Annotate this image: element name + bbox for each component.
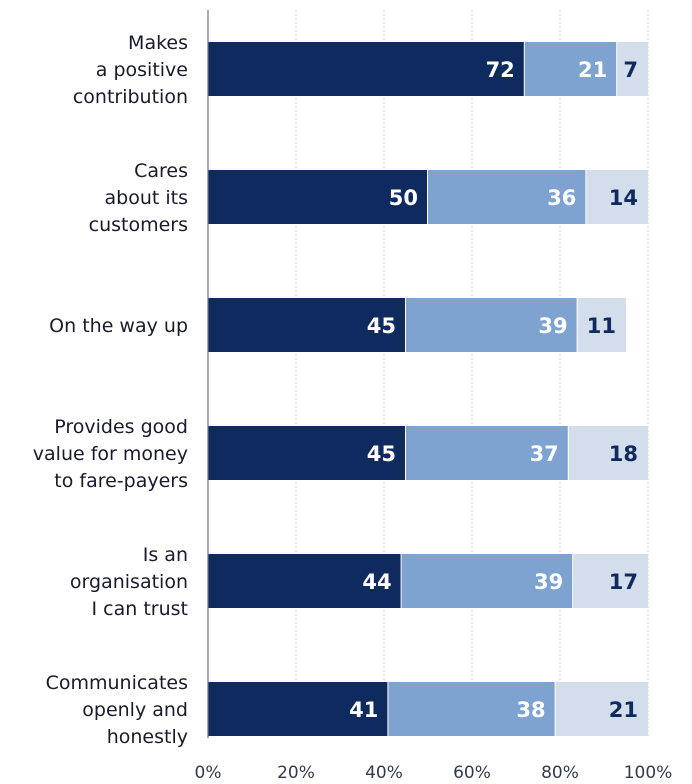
bar-value-label: 7 (623, 58, 638, 82)
x-tick-label: 40% (365, 763, 403, 783)
bar-segment (524, 42, 617, 96)
category-label-line: honestly (107, 726, 188, 748)
bar-segment (406, 298, 577, 352)
bar-segment (577, 298, 626, 352)
category-label-line: Is an (143, 544, 188, 566)
bar-value-label: 11 (587, 314, 616, 338)
x-tick-label: 60% (453, 763, 491, 783)
x-tick-label: 80% (541, 763, 579, 783)
category-label-line: Communicates (46, 672, 188, 694)
bar-value-label: 45 (367, 314, 396, 338)
category-labels: Makes a positive contribution Cares about it… (33, 32, 188, 748)
category-label-line: to fare-payers (54, 470, 188, 492)
bar-segment (568, 426, 648, 480)
x-axis-tick-labels: 0% 20% 40% 60% 80% 100% (195, 763, 673, 783)
category-label-line: On the way up (49, 315, 188, 337)
category-label-line: Provides good (54, 416, 188, 438)
bar-value-label: 14 (609, 186, 638, 210)
bar-segment (208, 554, 401, 608)
bar-value-label: 21 (578, 58, 607, 82)
bar-value-label: 18 (609, 442, 638, 466)
bar-segment (208, 42, 524, 96)
category-label: Cares about its customers (89, 160, 188, 236)
bars: 72 21 7 50 36 14 45 39 11 45 37 18 44 39 17 41 38 21 (208, 42, 648, 736)
bar-value-label: 39 (534, 570, 563, 594)
bar-value-label: 37 (530, 442, 559, 466)
bar-segment (208, 170, 427, 224)
bar-segment (208, 426, 405, 480)
category-label-line: about its (105, 187, 189, 209)
category-label: Communicates openly and honestly (46, 672, 188, 748)
bar-value-label: 38 (516, 698, 545, 722)
bar-value-label: 72 (486, 58, 515, 82)
category-label-line: Makes (128, 32, 188, 54)
x-tick-label: 20% (277, 763, 315, 783)
bar-segment (388, 682, 555, 736)
x-tick-label: 0% (195, 763, 222, 783)
category-label: Makes a positive contribution (73, 32, 188, 108)
bar-value-label: 50 (389, 186, 418, 210)
bar-segment (401, 554, 573, 608)
category-label: Is an organisation I can trust (70, 544, 188, 620)
category-label-line: a positive (96, 59, 188, 81)
grid-lines (295, 10, 649, 738)
bar-segment (573, 554, 648, 608)
bar-segment (555, 682, 648, 736)
category-label-line: openly and (82, 699, 188, 721)
bar-segment (208, 298, 405, 352)
category-label-line: I can trust (92, 598, 188, 620)
category-label-line: Cares (134, 160, 188, 182)
bar-segment (208, 682, 388, 736)
category-label: Provides good value for money to fare-paye… (33, 416, 188, 492)
category-label: On the way up (49, 315, 188, 337)
bar-value-label: 21 (609, 698, 638, 722)
bar-value-label: 41 (349, 698, 378, 722)
bar-segment (428, 170, 586, 224)
bar-segment (617, 42, 648, 96)
bar-value-label: 17 (609, 570, 638, 594)
x-tick-label: 100% (624, 763, 673, 783)
bar-value-label: 44 (362, 570, 391, 594)
category-label-line: value for money (33, 443, 188, 465)
bar-segment (406, 426, 568, 480)
bar-value-label: 45 (367, 442, 396, 466)
bar-value-label: 36 (547, 186, 576, 210)
bar-segment (586, 170, 648, 224)
category-label-line: organisation (70, 571, 188, 593)
category-label-line: customers (89, 214, 188, 236)
category-label-line: contribution (73, 86, 188, 108)
bar-value-label: 39 (538, 314, 567, 338)
